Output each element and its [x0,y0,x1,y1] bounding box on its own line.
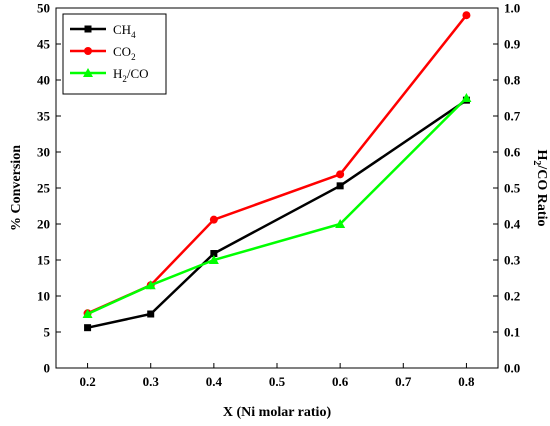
legend-item: CO2 [70,44,136,62]
data-point [147,310,155,318]
y-left-tick-label: 10 [37,289,50,304]
legend-swatch-marker [83,68,93,77]
data-point [461,93,472,102]
y-right-axis-title: H2/CO Ratio [531,150,549,227]
data-point [336,182,344,190]
y-left-tick-label: 20 [37,217,50,232]
legend-item: H2/CO [70,66,149,84]
data-point [209,215,218,224]
y-right-tick-label: 0.9 [504,37,521,52]
data-point [208,255,219,264]
x-tick-label: 0.4 [206,374,223,389]
y-right-tick-label: 0.1 [504,325,520,340]
y-right-tick-label: 0.3 [504,253,521,268]
legend-box [62,13,167,95]
y-left-tick-label: 0 [44,361,51,376]
legend-item: CH4 [70,22,136,40]
y-left-tick-label: 45 [37,37,51,52]
legend-swatch-marker [84,47,92,55]
series [82,93,472,318]
legend-label: CO2 [113,44,136,62]
legend-label: CH4 [113,22,136,40]
x-tick-label: 0.6 [332,374,349,389]
data-point [145,280,156,290]
y-right-tick-label: 0.2 [504,289,520,304]
y-right-title-sub: 2 [531,160,542,165]
x-tick-label: 0.7 [395,374,412,389]
legend: CH4 CO2 H2/CO [62,13,167,95]
y-left-axis-ticks: 0 5 10 15 20 25 30 35 40 45 50 [37,1,61,376]
series-line [87,97,468,316]
y-left-axis-title: % Conversion [9,145,24,231]
y-left-tick-label: 5 [44,325,51,340]
y-right-tick-label: 0.5 [504,181,521,196]
y-right-title-rest: /CO Ratio [534,164,549,226]
series-line [87,99,468,329]
y-right-tick-label: 0.4 [504,217,521,232]
data-point [335,219,346,228]
series-layer [82,11,472,332]
data-point [336,170,345,179]
legend-label: H2/CO [113,66,149,84]
legend-swatch-marker [84,25,92,33]
y-right-tick-label: 0.6 [504,145,521,160]
y-left-tick-label: 15 [37,253,51,268]
data-point [462,11,471,20]
y-right-axis-ticks: 0.0 0.1 0.2 0.3 0.4 0.5 0.6 0.7 0.8 0.9 1.0 [493,1,521,376]
y-right-title-main: H [534,150,549,161]
x-tick-label: 0.2 [79,374,95,389]
y-right-tick-label: 1.0 [504,1,520,16]
series [84,96,470,332]
x-axis-ticks: 0.2 0.3 0.4 0.5 0.6 0.7 0.8 [79,363,475,389]
x-tick-label: 0.8 [458,374,475,389]
y-left-tick-label: 30 [37,145,50,160]
y-left-tick-label: 40 [37,73,50,88]
x-tick-label: 0.3 [143,374,160,389]
y-left-tick-label: 35 [37,109,51,124]
x-axis-title: X (Ni molar ratio) [223,405,332,420]
y-right-tick-label: 0.8 [504,73,521,88]
y-right-tick-label: 0.0 [504,361,520,376]
y-left-tick-label: 25 [37,181,51,196]
x-tick-label: 0.5 [269,374,286,389]
y-left-tick-label: 50 [37,1,50,16]
data-point [210,250,218,258]
y-right-tick-label: 0.7 [504,109,521,124]
data-point [84,324,92,332]
data-point [82,309,93,318]
